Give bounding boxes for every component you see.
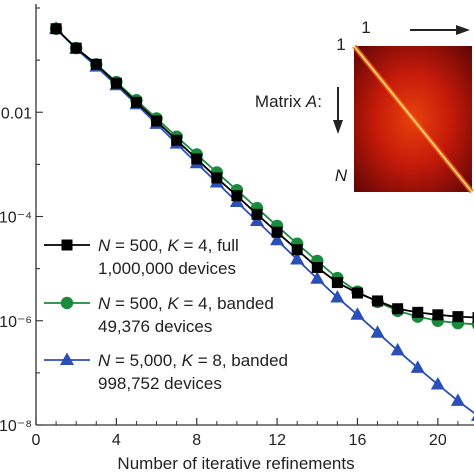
legend-label-part: N bbox=[98, 236, 111, 255]
matrix-left-index: 1 bbox=[336, 35, 345, 54]
matrix-top-index: 1 bbox=[361, 18, 370, 37]
data-point bbox=[410, 360, 425, 373]
legend-label-part: N bbox=[98, 294, 111, 313]
x-tick-label: 0 bbox=[32, 432, 41, 449]
column-arrow-icon bbox=[456, 25, 470, 35]
series-1 bbox=[50, 23, 474, 324]
x-tick-label: 12 bbox=[268, 432, 286, 449]
x-tick-label: 20 bbox=[429, 432, 447, 449]
legend-label: N = 500, K = 4, full bbox=[98, 236, 239, 255]
data-point bbox=[231, 190, 243, 202]
data-point bbox=[351, 287, 363, 299]
data-point bbox=[430, 376, 445, 390]
legend-label: N = 5,000, K = 8, banded bbox=[98, 351, 288, 370]
matrix-label-suffix: : bbox=[317, 92, 322, 111]
data-point bbox=[432, 309, 444, 321]
data-point bbox=[151, 115, 163, 127]
data-point bbox=[452, 311, 464, 323]
data-point bbox=[50, 23, 62, 35]
tick-marks bbox=[35, 7, 459, 426]
matrix-label-symbol: A bbox=[305, 92, 317, 111]
data-point bbox=[372, 295, 384, 307]
x-tick-label: 16 bbox=[349, 432, 367, 449]
data-point bbox=[251, 208, 263, 220]
series-line bbox=[55, 28, 474, 414]
legend-label-part: K bbox=[167, 236, 179, 255]
legend-label-part: = 4, full bbox=[179, 236, 239, 255]
data-point bbox=[310, 271, 325, 284]
legend-label-part: K bbox=[182, 351, 194, 370]
data-point bbox=[211, 172, 223, 184]
data-point bbox=[450, 393, 465, 406]
data-point bbox=[130, 96, 142, 108]
legend-label-part: N bbox=[98, 351, 111, 370]
data-point bbox=[70, 42, 82, 54]
legend-entry: N = 500, K = 4, banded 49,376 devices bbox=[44, 294, 274, 336]
y-tick-label: 0.01 bbox=[1, 105, 32, 122]
data-point bbox=[412, 306, 424, 318]
legend-sublabel: 49,376 devices bbox=[98, 317, 212, 336]
x-tick-label: 8 bbox=[192, 432, 201, 449]
legend-entry: N = 500, K = 4, full 1,000,000 devices bbox=[44, 236, 239, 278]
data-series bbox=[49, 21, 474, 421]
matrix-label-prefix: Matrix bbox=[255, 92, 306, 111]
data-point bbox=[290, 251, 305, 265]
legend-label-part: = 500, bbox=[110, 236, 167, 255]
data-point bbox=[392, 303, 404, 315]
data-point bbox=[370, 325, 385, 338]
data-point bbox=[291, 244, 303, 256]
series-line bbox=[55, 28, 474, 319]
data-point bbox=[191, 153, 203, 165]
legend-label-part: = 4, banded bbox=[179, 294, 274, 313]
y-tick-label: 10⁻⁶ bbox=[0, 314, 32, 331]
y-tick-label: 10⁻⁸ bbox=[0, 418, 32, 435]
data-point bbox=[60, 352, 74, 365]
axes bbox=[35, 4, 474, 426]
legend-label-part: = 5,000, bbox=[110, 351, 181, 370]
y-tick-label: 10⁻⁴ bbox=[0, 210, 32, 227]
matrix-bottom-index: N bbox=[335, 166, 348, 185]
matrix-diagonal bbox=[353, 45, 473, 193]
data-point bbox=[311, 262, 323, 274]
legend-label-part: K bbox=[167, 294, 179, 313]
legend-entry: N = 5,000, K = 8, banded 998,752 devices bbox=[44, 351, 288, 393]
legend-sublabel: 998,752 devices bbox=[98, 374, 222, 393]
tick-labels: 0 4 8 12 16 20 10⁻⁸ 10⁻⁶ 10⁻⁴ 0.01 bbox=[0, 105, 447, 449]
data-point bbox=[171, 134, 183, 146]
data-point bbox=[472, 312, 474, 324]
data-point bbox=[61, 239, 73, 251]
legend-label: N = 500, K = 4, banded bbox=[98, 294, 274, 313]
matrix-label: Matrix A: bbox=[255, 92, 322, 111]
data-point bbox=[330, 289, 345, 303]
legend-label-part: = 8, banded bbox=[193, 351, 288, 370]
data-point bbox=[331, 277, 343, 289]
data-point bbox=[270, 232, 285, 246]
legend-sublabel: 1,000,000 devices bbox=[98, 259, 236, 278]
data-point bbox=[471, 415, 474, 421]
data-point bbox=[110, 77, 122, 89]
x-tick-label: 4 bbox=[112, 432, 121, 449]
legend-label-part: = 500, bbox=[110, 294, 167, 313]
matrix-inset: 1 1 Matrix A: N bbox=[255, 18, 474, 194]
row-arrow-icon bbox=[333, 120, 343, 134]
data-point bbox=[90, 58, 102, 70]
data-point bbox=[60, 296, 74, 310]
data-point bbox=[350, 307, 365, 320]
data-point bbox=[390, 342, 405, 356]
x-axis-label: Number of iterative refinements bbox=[117, 454, 354, 473]
data-point bbox=[271, 226, 283, 238]
series-line bbox=[55, 28, 474, 326]
